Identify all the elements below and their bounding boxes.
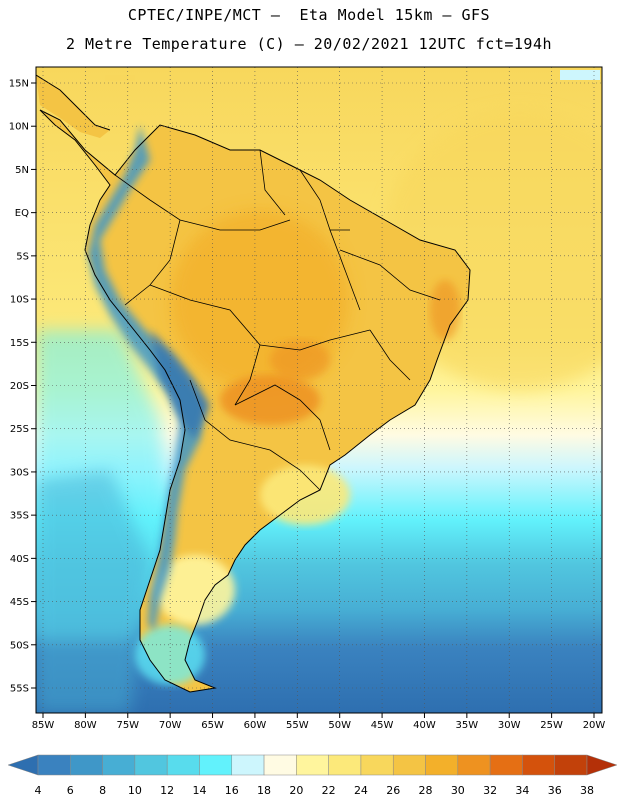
lat-tick-label: 35S (10, 511, 29, 522)
coastline (39, 109, 471, 693)
map-title-line2: 2 Metre Temperature (C) – 20/02/2021 12U… (65, 35, 553, 53)
lon-tick-label: 75W (116, 720, 139, 731)
colorbar-cell (522, 754, 555, 776)
colorbar-label: 36 (548, 784, 562, 797)
map-field (36, 67, 602, 713)
lat-tick-label: 40S (10, 554, 29, 565)
colorbar-cell (134, 754, 168, 776)
lat-tick-label: 10S (10, 295, 29, 306)
colorbar-cell (360, 754, 394, 776)
lat-tick-label: EQ (15, 208, 29, 219)
colorbar-label: 28 (419, 784, 433, 797)
colorbar-label: 34 (515, 784, 529, 797)
lat-tick-label: 55S (10, 684, 29, 695)
lon-tick-label: 80W (74, 720, 97, 731)
lat-tick-label: 25S (10, 424, 29, 435)
lon-tick-label: 70W (159, 720, 182, 731)
lon-tick-label: 65W (201, 720, 224, 731)
lon-tick-label: 25W (540, 720, 563, 731)
colorbar-label: 4 (35, 784, 42, 797)
lat-tick-label: 5N (15, 165, 29, 176)
colorbar-cell (231, 754, 265, 776)
lon-tick-label: 40W (413, 720, 436, 731)
lat-tick-label: 10N (9, 122, 29, 133)
colorbar-cell (37, 754, 71, 776)
colorbar-label: 6 (67, 784, 74, 797)
colorbar-label: 8 (99, 784, 106, 797)
axis-ticks: 85W 80W 75W 70W 65W 60W 55W 50W 45W 40W 35W 30W 25W 2… (9, 79, 606, 732)
colorbar-cell (554, 754, 588, 776)
colorbar-label: 30 (451, 784, 465, 797)
colorbar-max-arrow (586, 754, 618, 776)
colorbar-label: 38 (580, 784, 594, 797)
colorbar-cell (489, 754, 523, 776)
colorbar-label: 24 (354, 784, 368, 797)
colorbar-label: 16 (225, 784, 239, 797)
country-borders (114, 149, 441, 491)
colorbar-label: 26 (386, 784, 400, 797)
andes-cold-strip (88, 125, 205, 630)
colorbar-label: 22 (322, 784, 336, 797)
colorbar: 4 6 8 10 12 14 16 18 20 22 24 26 28 30 32 34 36 38 (7, 754, 618, 797)
lat-tick-label: 15N (9, 79, 29, 90)
colorbar-min-arrow (7, 754, 39, 776)
colorbar-label: 20 (289, 784, 303, 797)
colorbar-label: 14 (192, 784, 206, 797)
colorbar-cell (328, 754, 362, 776)
map-frame (35, 66, 603, 714)
lat-tick-label: 50S (10, 640, 29, 651)
colorbar-cell (263, 754, 297, 776)
colorbar-cell (70, 754, 103, 776)
lat-tick-label: 5S (16, 251, 29, 262)
lon-tick-label: 85W (32, 720, 55, 731)
lon-tick-label: 20W (583, 720, 606, 731)
colorbar-cell (392, 754, 426, 776)
lon-tick-label: 30W (498, 720, 521, 731)
lon-tick-label: 35W (456, 720, 479, 731)
lon-tick-label: 45W (371, 720, 394, 731)
lat-tick-label: 30S (10, 467, 29, 478)
colorbar-cell (199, 754, 233, 776)
colorbar-cell (102, 754, 136, 776)
lon-tick-label: 50W (328, 720, 351, 731)
colorbar-cell (457, 754, 491, 776)
map-title-line1: CPTEC/INPE/MCT – Eta Model 15km – GFS (127, 6, 491, 24)
lat-tick-label: 20S (10, 381, 29, 392)
colorbar-label: 10 (128, 784, 142, 797)
colorbar-label: 32 (483, 784, 497, 797)
lat-tick-label: 45S (10, 597, 29, 608)
lat-tick-label: 15S (10, 338, 29, 349)
colorbar-label: 18 (257, 784, 271, 797)
colorbar-label: 12 (160, 784, 174, 797)
colorbar-cell (425, 754, 459, 776)
colorbar-cell (296, 754, 329, 776)
colorbar-cell (166, 754, 200, 776)
lon-tick-label: 60W (244, 720, 267, 731)
lon-tick-label: 55W (286, 720, 309, 731)
